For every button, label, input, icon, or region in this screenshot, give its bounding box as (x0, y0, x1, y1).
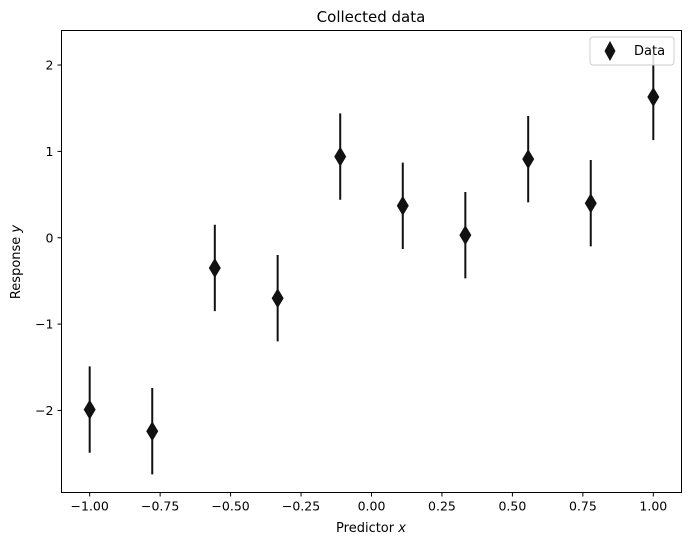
data-point (146, 421, 159, 442)
data-point (208, 257, 221, 278)
x-tick-label: 0.00 (358, 499, 386, 514)
legend-marker-diamond-icon (604, 41, 616, 61)
y-axis-label-text: Response (9, 237, 24, 299)
y-tick-label: 2 (46, 58, 54, 73)
data-point (584, 193, 597, 214)
data-point (83, 399, 96, 420)
y-tick-label: −1 (35, 317, 53, 332)
chart-title: Collected data (317, 8, 426, 26)
data-point (396, 195, 409, 216)
y-axis: −2 −1 0 1 2 (35, 58, 62, 418)
x-tick-label: 1.00 (639, 499, 667, 514)
legend-entry-label: Data (634, 44, 665, 59)
data-point (522, 149, 535, 170)
x-tick-label: 0.25 (428, 499, 456, 514)
plot-frame (61, 30, 682, 493)
x-axis-label: Predictor x (336, 521, 406, 536)
y-tick-label: 1 (46, 144, 54, 159)
x-axis-label-variable: x (397, 521, 406, 536)
y-axis-label: Response y (9, 225, 24, 300)
x-axis-label-text: Predictor (336, 521, 395, 536)
x-tick-label: −0.50 (211, 499, 249, 514)
y-tick-label: 0 (46, 230, 54, 245)
x-tick-label: −0.25 (282, 499, 320, 514)
x-tick-label: −0.75 (141, 499, 179, 514)
data-point (459, 225, 472, 246)
data-point (647, 86, 660, 107)
x-tick-label: 0.50 (498, 499, 526, 514)
y-tick-label: −2 (35, 403, 53, 418)
y-axis-label-variable: y (9, 225, 24, 234)
plot-area (83, 53, 660, 475)
data-point (271, 288, 284, 309)
x-tick-label: −1.00 (71, 499, 109, 514)
legend: Data (589, 36, 675, 66)
x-axis: −1.00 −0.75 −0.50 −0.25 0.00 0.25 0.50 0.75 1.00 (71, 492, 667, 514)
series-data (83, 53, 660, 475)
x-tick-label: 0.75 (569, 499, 597, 514)
data-point (334, 146, 347, 167)
